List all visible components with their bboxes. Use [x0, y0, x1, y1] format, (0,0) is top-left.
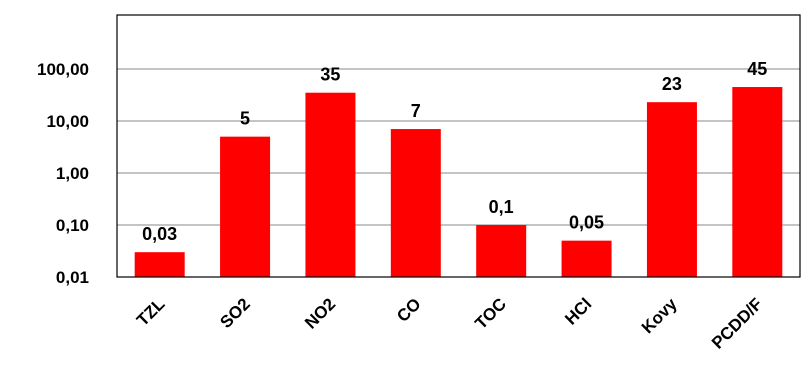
y-tick-label: 0,10 — [56, 216, 89, 235]
bar — [561, 240, 612, 277]
x-tick-label: NO2 — [301, 294, 339, 332]
y-axis-tick-labels: 0,01 0,10 1,00 10,00 100,00 — [37, 60, 89, 287]
plot-area-frame — [116, 14, 801, 278]
data-label: 0,05 — [569, 213, 604, 233]
y-tick-label: 0,01 — [56, 268, 89, 287]
y-tick-label: 100,00 — [37, 60, 89, 79]
data-label: 0,1 — [489, 197, 514, 217]
data-label: 7 — [411, 101, 421, 121]
bar — [476, 225, 527, 277]
bar — [220, 136, 271, 277]
data-label: 5 — [240, 109, 250, 129]
x-tick-label: Kovy — [638, 294, 681, 337]
data-labels: 0,03 5 35 7 0,1 0,05 23 45 — [142, 59, 767, 244]
bars — [134, 87, 783, 277]
data-label: 23 — [662, 74, 682, 94]
x-tick-label: PCDD/F — [708, 294, 766, 352]
x-tick-label: SO2 — [216, 294, 253, 331]
bar — [390, 129, 441, 277]
data-label: 45 — [747, 59, 767, 79]
data-label: 35 — [320, 65, 340, 85]
y-tick-label: 10,00 — [46, 112, 89, 131]
gridlines — [117, 68, 800, 226]
x-tick-label: TOC — [471, 294, 510, 333]
y-tick-label: 1,00 — [56, 164, 89, 183]
data-label: 0,03 — [142, 224, 177, 244]
bar — [646, 102, 697, 277]
x-axis-tick-labels: TZL SO2 NO2 CO TOC HCl Kovy PCDD/F — [133, 294, 766, 353]
bar — [732, 87, 783, 277]
x-tick-label: HCl — [561, 294, 595, 328]
bar — [134, 252, 185, 277]
x-tick-label: TZL — [133, 294, 168, 329]
bar — [305, 92, 356, 277]
x-tick-label: CO — [393, 294, 424, 325]
